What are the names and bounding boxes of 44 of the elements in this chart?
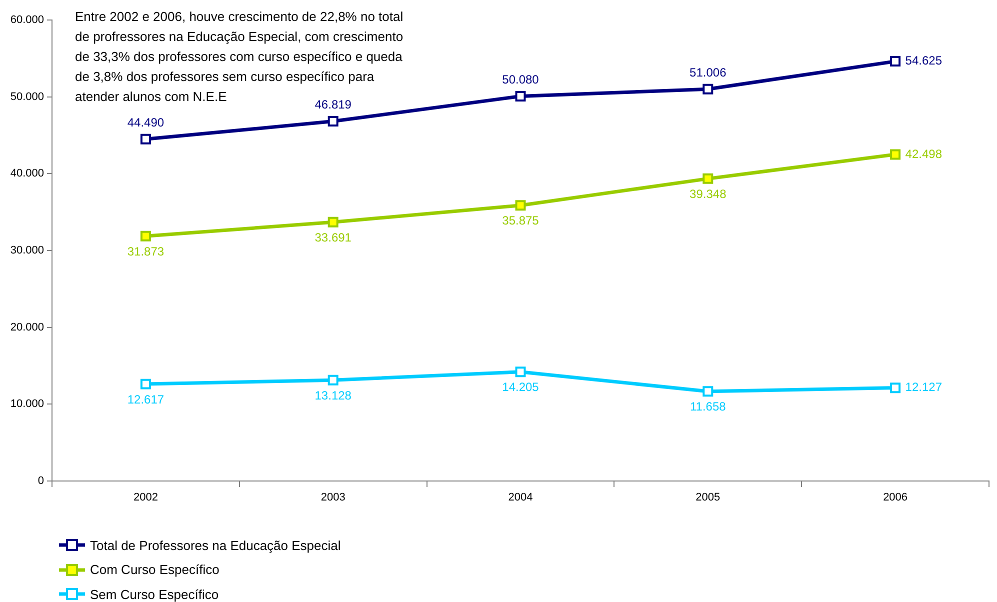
data-label: 12.617	[127, 392, 164, 406]
y-tick-label: 50.000	[10, 90, 44, 103]
data-label: 33.691	[314, 230, 352, 244]
y-tick-label: 10.000	[10, 398, 44, 410]
data-label: 13.128	[314, 388, 352, 402]
legend-label: Com Curso Específico	[90, 562, 220, 578]
point	[702, 84, 714, 94]
point	[890, 382, 901, 394]
x-tick-label: 2004	[508, 492, 533, 504]
point	[140, 378, 151, 390]
point	[140, 230, 151, 242]
data-label: 35.875	[502, 214, 540, 228]
data-label: 51.006	[690, 65, 727, 80]
x-tick-label: 2005	[696, 492, 720, 504]
point	[890, 149, 901, 160]
data-label: 39.348	[690, 186, 727, 201]
y-tick-label: 20.000	[10, 321, 44, 334]
point	[140, 134, 151, 144]
point	[890, 56, 901, 67]
point	[328, 216, 338, 228]
point	[515, 366, 526, 378]
data-label: 44.490	[127, 115, 164, 130]
y-tick-label: 0	[38, 475, 44, 488]
x-tick-label: 2006	[883, 492, 908, 504]
point	[702, 173, 714, 184]
data-label: 31.873	[127, 244, 164, 258]
point	[702, 386, 714, 397]
legend-label: Sem Curso Específico	[90, 586, 219, 602]
point	[515, 200, 526, 211]
data-label: 54.625	[905, 54, 942, 68]
data-label: 42.498	[905, 146, 942, 161]
point	[328, 116, 338, 127]
data-label: 50.080	[502, 72, 540, 87]
point	[328, 374, 338, 386]
x-tick-label: 2003	[320, 492, 346, 504]
data-label: 11.658	[690, 400, 726, 414]
data-label: 12.127	[905, 380, 942, 394]
y-tick-label: 30.000	[10, 244, 44, 257]
y-tick-label: 40.000	[10, 168, 44, 180]
x-tick-label: 2002	[133, 492, 158, 504]
y-tick-label: 60.000	[10, 14, 44, 26]
legend-label: Total de Professores na Educação Especial	[90, 538, 341, 553]
point	[515, 90, 526, 102]
data-label: 14.205	[502, 380, 540, 394]
